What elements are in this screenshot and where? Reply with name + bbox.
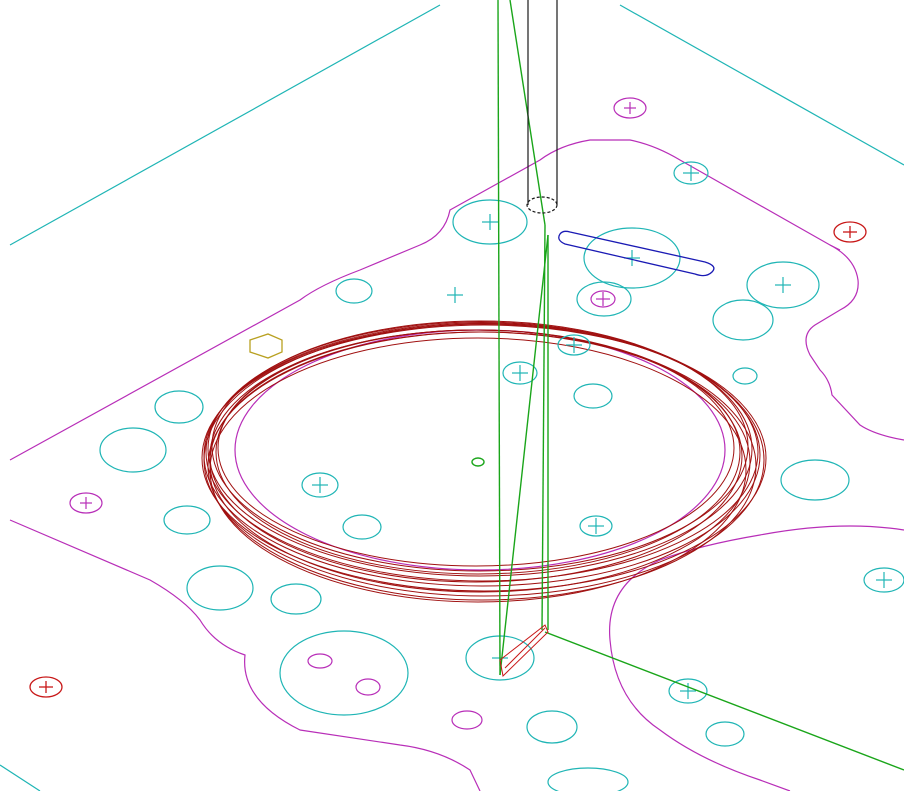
bore-ring-2 (207, 321, 753, 577)
hole-magenta-5 (451, 710, 483, 730)
hole-26 (526, 710, 578, 744)
hole-16 (780, 459, 850, 501)
hole-magenta-1 (613, 97, 647, 119)
hole-magenta-3 (307, 653, 333, 669)
bore-ring-9 (207, 331, 757, 601)
hole-12 (573, 383, 613, 409)
part-inner-profile (9, 519, 481, 791)
stock-edge-top-left (9, 4, 441, 246)
marker-hole-2 (29, 676, 63, 698)
hole-15 (301, 472, 339, 498)
hole-20 (863, 567, 904, 593)
hole-magenta-6 (590, 290, 616, 308)
tool-axis-moves (471, 0, 904, 771)
hole-28 (547, 767, 629, 791)
tool-tip (526, 196, 558, 214)
bore-ring-10 (209, 337, 747, 603)
part-profile (9, 97, 904, 791)
bore-ring-8 (209, 331, 751, 593)
cutting-tool (526, 0, 558, 214)
hole-2 (673, 161, 709, 185)
hole-1 (452, 199, 528, 245)
bore-ring-12 (203, 323, 765, 597)
hole-14 (99, 427, 167, 473)
bore-toolpath (201, 320, 767, 603)
marker-holes (29, 221, 867, 698)
hole-19 (579, 515, 613, 537)
part-right-segment (829, 244, 841, 251)
diagonal-move (499, 234, 549, 676)
lead-in-wedge (499, 624, 549, 678)
olive-hex-feature (249, 333, 283, 359)
stock-edge-top-right (619, 4, 904, 166)
bore-ring-6 (215, 329, 741, 575)
marker-hole-1 (833, 221, 867, 243)
hole-25 (668, 678, 708, 704)
hole-5 (576, 281, 632, 317)
exit-move (544, 631, 904, 771)
stock-edge-bottom-left (0, 764, 41, 791)
hole-8 (712, 299, 774, 341)
hole-22 (270, 583, 322, 615)
bore-ring-3 (205, 322, 759, 582)
hole-9 (557, 334, 591, 356)
slot-profile (558, 230, 715, 277)
hole-features (99, 161, 904, 791)
hole-magenta-4 (355, 678, 381, 696)
part-outer-profile (9, 139, 904, 461)
hole-3 (583, 227, 681, 289)
hole-6 (335, 278, 373, 304)
bore-ring-5 (201, 324, 767, 592)
hole-13 (154, 390, 204, 424)
center-marker (471, 457, 485, 467)
hole-27 (705, 721, 745, 747)
plunge-move-1 (541, 224, 546, 631)
hole-magenta-2 (69, 492, 103, 514)
hole-4 (746, 261, 820, 309)
bore-ring-11 (217, 329, 735, 567)
tool-axis-line (497, 0, 501, 676)
hole-11 (732, 367, 758, 385)
hole-18 (163, 505, 211, 535)
part-lower-boss (608, 525, 904, 791)
stock-outline (0, 4, 904, 791)
hole-24 (279, 630, 409, 716)
hole-17 (342, 514, 382, 540)
hole-21 (186, 565, 254, 611)
hole-10 (502, 361, 538, 385)
